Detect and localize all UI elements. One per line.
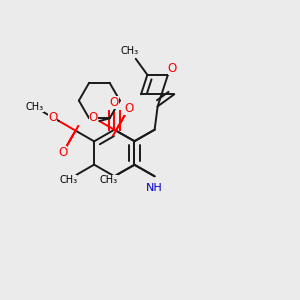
Text: O: O (110, 96, 119, 109)
Text: CH₃: CH₃ (26, 102, 44, 112)
Text: O: O (124, 102, 133, 115)
Text: CH₃: CH₃ (99, 175, 118, 185)
Text: CH₃: CH₃ (121, 46, 139, 56)
Text: O: O (58, 146, 68, 159)
Text: O: O (168, 62, 177, 75)
Text: CH₃: CH₃ (59, 175, 77, 185)
Text: O: O (88, 111, 98, 124)
Text: O: O (48, 111, 58, 124)
Text: NH: NH (146, 183, 163, 193)
